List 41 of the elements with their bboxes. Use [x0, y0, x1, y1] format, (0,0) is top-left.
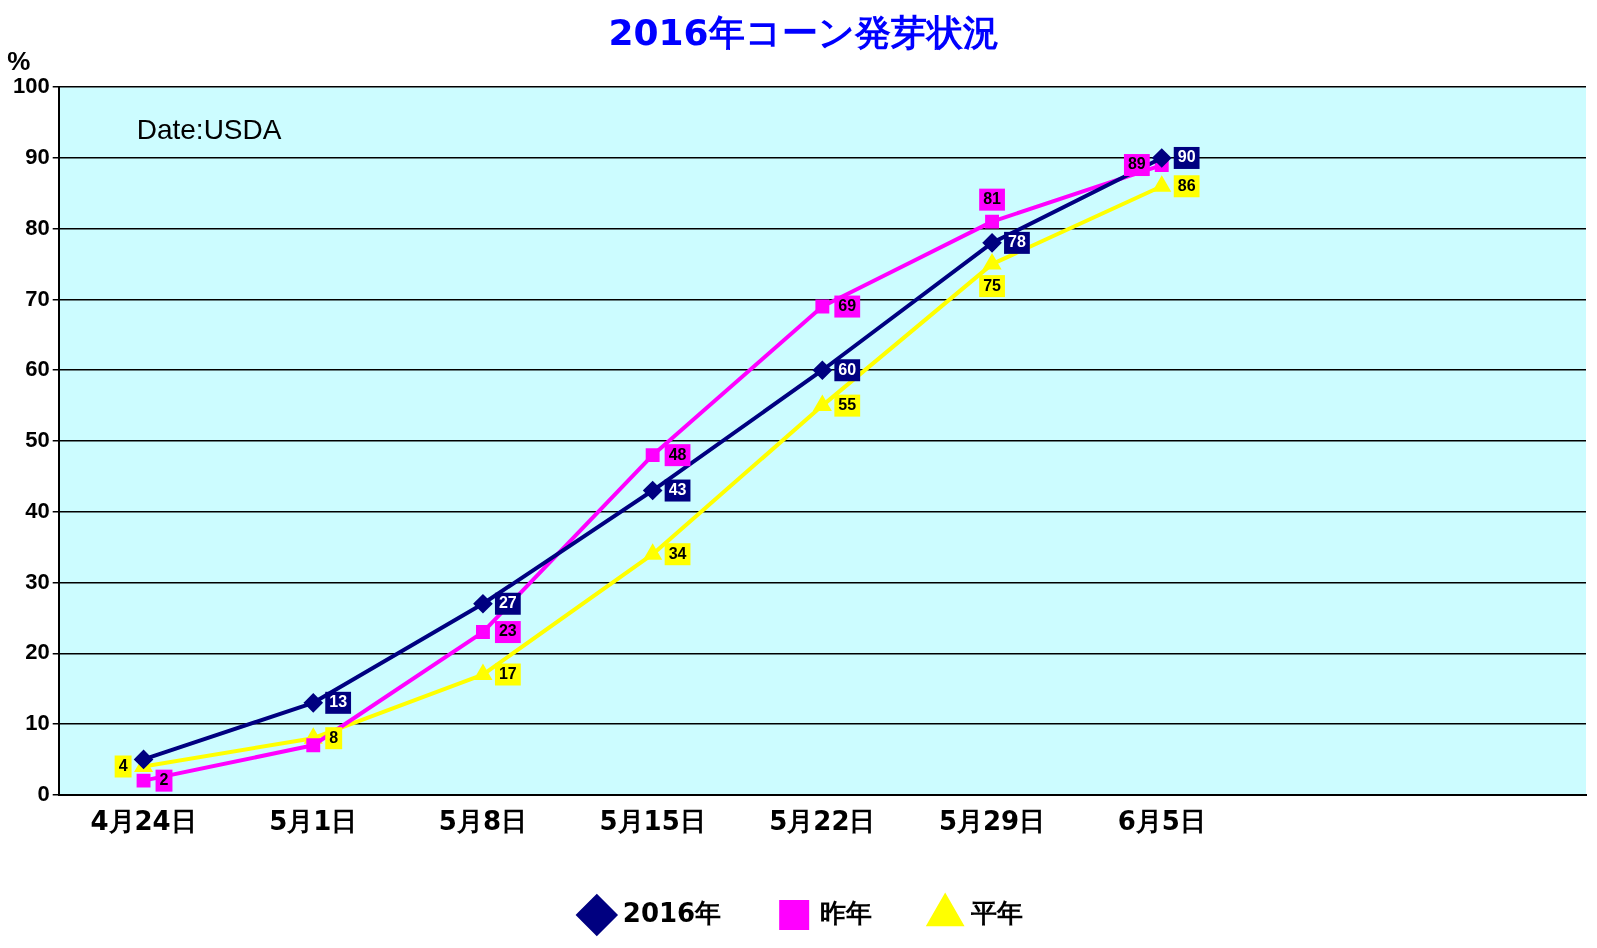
y-tick-label: 10 — [25, 710, 50, 736]
y-tick-label: 30 — [25, 568, 50, 594]
data-label: 69 — [838, 296, 857, 314]
data-label: 43 — [668, 480, 687, 498]
y-tick-label: 60 — [25, 356, 50, 382]
x-tick-label: 5月29日 — [938, 806, 1046, 837]
data-label: 13 — [329, 693, 348, 711]
y-tick-label: 0 — [37, 780, 50, 806]
data-label: 23 — [498, 622, 517, 640]
chart-title: 2016年コーン発芽状況 — [608, 11, 999, 53]
data-label: 60 — [838, 360, 857, 378]
data-label: 90 — [1177, 148, 1196, 166]
x-tick-label: 4月24日 — [90, 806, 197, 837]
x-tick-label: 5月22日 — [769, 806, 876, 837]
data-label: 89 — [1127, 155, 1146, 173]
x-tick-label: 5月8日 — [438, 806, 528, 837]
data-label: 2 — [159, 771, 169, 789]
y-tick-label: 20 — [25, 639, 50, 665]
data-label: 78 — [1008, 233, 1026, 251]
annotation: Date:USDA — [136, 113, 282, 145]
data-label: 17 — [498, 664, 517, 682]
data-label: 48 — [668, 445, 687, 463]
x-tick-label: 5月1日 — [269, 806, 358, 837]
data-label: 8 — [329, 728, 339, 746]
y-tick-label: 90 — [25, 144, 50, 170]
data-label: 34 — [668, 544, 687, 562]
data-label: 4 — [118, 756, 128, 774]
data-label: 81 — [983, 190, 1002, 208]
legend-label: 昨年 — [820, 897, 873, 928]
data-label: 27 — [498, 594, 517, 612]
y-tick-label: 40 — [25, 497, 50, 523]
legend-label: 平年 — [970, 897, 1024, 928]
y-tick-label: 70 — [25, 285, 50, 311]
y-tick-label: 80 — [25, 214, 50, 240]
data-label: 55 — [838, 396, 857, 414]
y-tick-label: 50 — [25, 427, 50, 453]
data-label: 75 — [983, 276, 1002, 294]
x-tick-label: 6月5日 — [1117, 806, 1206, 837]
data-label: 86 — [1177, 176, 1196, 194]
legend-label: 2016年 — [622, 897, 722, 928]
x-tick-label: 5月15日 — [599, 806, 706, 837]
